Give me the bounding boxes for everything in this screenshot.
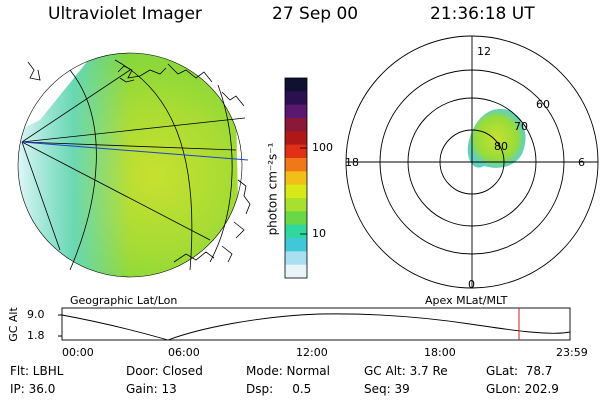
status-filter: Flt: LBHL [10, 364, 64, 378]
colorbar-band [285, 91, 307, 106]
colorbar-tick-100: 100 [312, 141, 333, 154]
mlat-label-80: 80 [494, 140, 508, 153]
altitude-timeline [58, 307, 571, 341]
status-gc-alt: GC Alt: 3.7 Re [364, 364, 448, 378]
coastlines [27, 61, 251, 263]
colorbar-band [285, 78, 307, 92]
status-gain: Gain: 13 [126, 382, 177, 396]
colorbar-tick-10: 10 [312, 227, 326, 240]
status-mode: Mode: Normal [246, 364, 330, 378]
status-glon: GLon: 202.9 [486, 382, 559, 396]
colorbar-band [285, 144, 307, 159]
colorbar-band [285, 158, 307, 172]
colorbar-band [285, 118, 307, 132]
timeline-ylabel: GC Alt [6, 307, 20, 342]
status-door: Door: Closed [126, 364, 203, 378]
colorbar-band [285, 224, 307, 239]
mlat-label-60: 60 [536, 98, 550, 111]
graticule [17, 52, 246, 278]
timeline-xtick-0600: 06:00 [168, 346, 200, 359]
mlat-label-70: 70 [514, 120, 528, 133]
reference-meridian [21, 141, 249, 161]
timeline-xtick-2359: 23:59 [556, 346, 588, 359]
timeline-ytick-9: 9.0 [27, 308, 45, 321]
mlt-label-6: 6 [578, 156, 585, 169]
timeline-xtick-1200: 12:00 [296, 346, 328, 359]
colorbar [285, 78, 307, 279]
date-label: 27 Sep 00 [272, 4, 359, 24]
status-glat: GLat: 78.7 [486, 364, 553, 378]
mlt-label-18: 18 [345, 156, 359, 169]
colorbar-band [285, 104, 307, 119]
timeline-ytick-1-8: 1.8 [27, 329, 45, 342]
colorbar-band [285, 184, 307, 199]
geographic-label: Geographic Lat/Lon [70, 294, 178, 307]
colorbar-band [285, 211, 307, 226]
colorbar-band [285, 171, 307, 186]
colorbar-band [285, 131, 307, 146]
polar-plot [345, 35, 599, 289]
time-label: 21:36:18 UT [430, 4, 535, 24]
apex-label: Apex MLat/MLT [425, 294, 508, 307]
colorbar-title: photon cm⁻²s⁻¹ [265, 142, 280, 236]
status-dsp: Dsp: 0.5 [246, 382, 312, 396]
colorbar-band [285, 251, 307, 266]
mlt-label-0: 0 [468, 278, 475, 291]
instrument-title: Ultraviolet Imager [48, 4, 202, 24]
mlt-label-12: 12 [477, 45, 491, 58]
colorbar-band [285, 264, 307, 279]
colorbar-band [285, 198, 307, 212]
colorbar-band [285, 238, 307, 252]
status-seq: Seq: 39 [364, 382, 410, 396]
status-ip: IP: 36.0 [10, 382, 56, 396]
timeline-xtick-0000: 00:00 [62, 346, 94, 359]
timeline-xtick-1800: 18:00 [424, 346, 456, 359]
